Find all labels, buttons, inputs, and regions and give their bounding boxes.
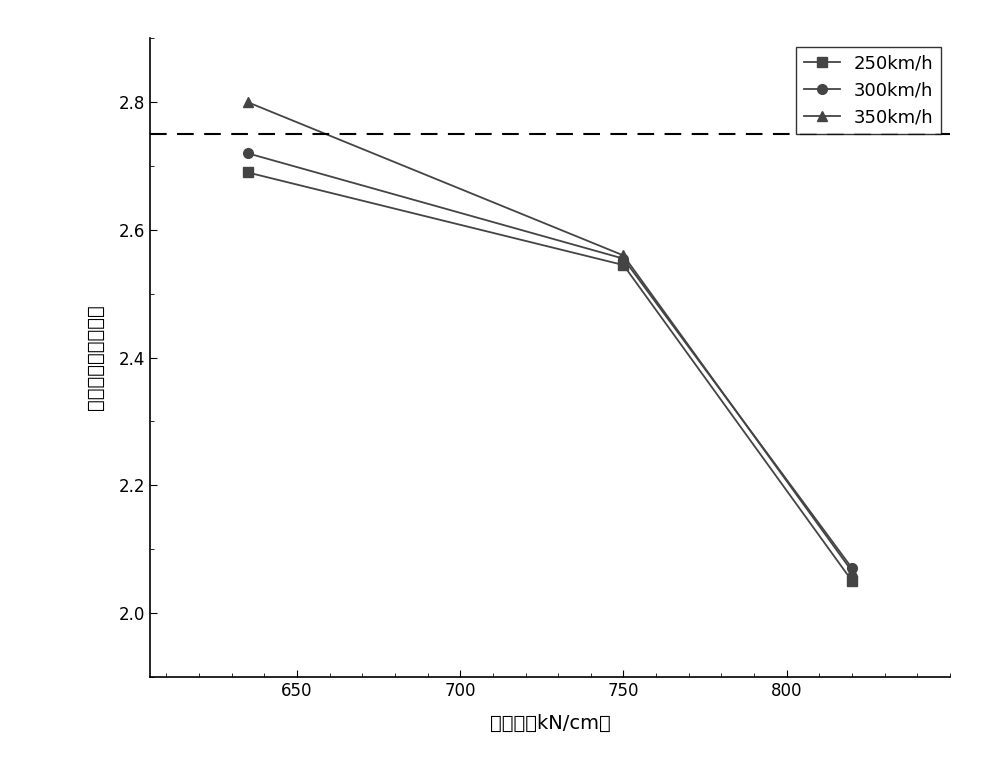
Legend: 250km/h, 300km/h, 350km/h: 250km/h, 300km/h, 350km/h xyxy=(796,48,941,134)
350km/h xyxy=(617,251,629,260)
300km/h xyxy=(617,254,629,263)
250km/h xyxy=(846,577,858,586)
Y-axis label: 动车横向舒适度指标: 动车横向舒适度指标 xyxy=(86,305,105,411)
350km/h xyxy=(242,98,254,107)
350km/h xyxy=(846,567,858,576)
Line: 250km/h: 250km/h xyxy=(243,168,857,586)
250km/h xyxy=(617,261,629,270)
250km/h xyxy=(242,168,254,177)
300km/h xyxy=(242,148,254,158)
300km/h xyxy=(846,564,858,573)
X-axis label: 线刚度（kN/cm）: 线刚度（kN/cm） xyxy=(490,714,610,732)
Line: 350km/h: 350km/h xyxy=(243,98,857,576)
Line: 300km/h: 300km/h xyxy=(243,148,857,573)
